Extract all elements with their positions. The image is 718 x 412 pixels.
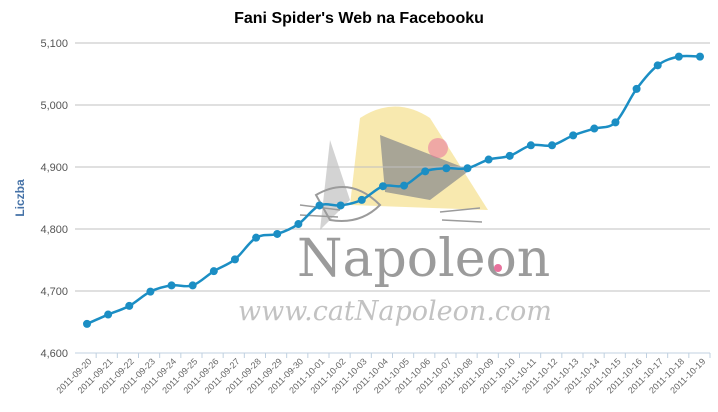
data-point [83, 319, 91, 328]
data-point [104, 310, 113, 319]
data-point [569, 131, 578, 140]
y-axis-label: Liczba [13, 179, 27, 217]
data-point [526, 141, 535, 150]
data-point [230, 255, 239, 264]
data-point [611, 118, 620, 127]
y-axis-ticks: 4,600 4,700 4,800 4,900 5,000 5,100 [40, 38, 68, 360]
watermark-logo: Napoleon www.catNapoleon.com [238, 106, 552, 327]
data-point [400, 181, 409, 190]
data-point [653, 61, 662, 70]
data-point [421, 167, 430, 176]
data-point [463, 164, 472, 173]
watermark-url: www.catNapoleon.com [238, 296, 552, 327]
y-tick-label: 4,800 [40, 224, 68, 236]
data-point [442, 164, 451, 173]
data-point [125, 301, 134, 310]
y-tick-label: 5,000 [40, 100, 68, 112]
data-point [252, 233, 261, 242]
data-point [209, 267, 218, 276]
chart-title: Fani Spider's Web na Facebooku [234, 10, 484, 27]
data-point [674, 52, 683, 61]
y-tick-label: 5,100 [40, 38, 68, 50]
y-tick-label: 4,900 [40, 162, 68, 174]
x-axis-ticks: 2011-09-202011-09-212011-09-222011-09-23… [54, 353, 711, 395]
data-point [336, 201, 345, 210]
data-point [548, 141, 557, 150]
data-point [294, 220, 303, 229]
data-point [273, 229, 282, 238]
data-point [505, 151, 514, 160]
data-point [696, 52, 704, 61]
data-point [357, 195, 366, 204]
data-point [315, 201, 324, 210]
watermark-brand: Napoleon [297, 229, 550, 289]
data-point [378, 182, 387, 191]
data-point [188, 281, 197, 290]
data-point [632, 84, 641, 93]
y-tick-label: 4,600 [40, 348, 68, 360]
data-point [484, 155, 493, 164]
y-tick-label: 4,700 [40, 286, 68, 298]
data-point [590, 124, 599, 133]
watermark-dot [494, 264, 502, 272]
data-point [167, 281, 176, 290]
series-line-group [83, 52, 704, 328]
data-point [146, 287, 155, 296]
